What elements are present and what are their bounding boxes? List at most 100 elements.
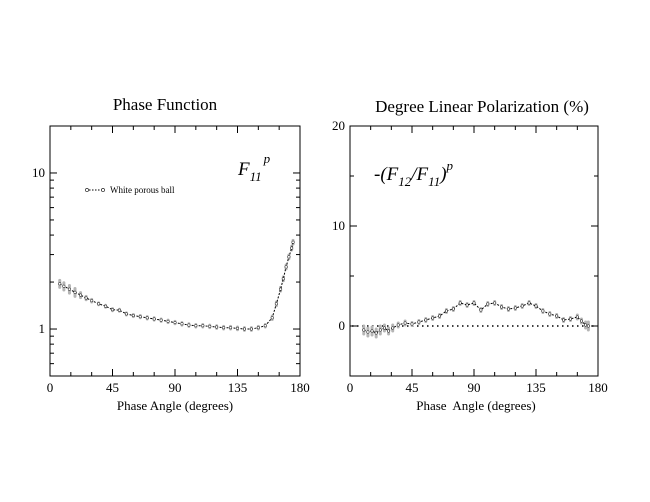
polar-x-axis-label: Phase Angle (degrees) xyxy=(416,398,536,413)
phase-legend: White porous ball xyxy=(85,185,175,195)
phase-x-ticks xyxy=(49,126,301,376)
polar-data-point xyxy=(493,301,497,305)
polar-data-point xyxy=(513,306,517,310)
phase-data-point xyxy=(270,316,274,320)
phase-data-point xyxy=(145,316,149,320)
phase-data-point xyxy=(229,326,233,330)
phase-y-tick-label-10: 10 xyxy=(32,165,45,180)
polar-data-point xyxy=(391,326,395,330)
phase-y-tick-label-1: 1 xyxy=(39,321,46,336)
polar-series xyxy=(362,300,590,339)
phase-data-point xyxy=(274,302,278,306)
phase-data-point xyxy=(180,322,184,326)
phase-data-point xyxy=(166,319,170,323)
polar-data-point xyxy=(438,314,442,318)
phase-data-point xyxy=(208,324,212,328)
phase-data-point xyxy=(173,321,177,325)
polar-data-point xyxy=(465,303,469,307)
phase-data-point xyxy=(249,327,253,331)
phase-x-tick-label-0: 0 xyxy=(47,380,54,395)
polar-data-point xyxy=(562,318,566,322)
polar-x-tick-label-180: 180 xyxy=(588,380,608,395)
polar-y-tick-label-20: 20 xyxy=(332,118,345,133)
phase-data-point xyxy=(187,323,191,327)
polar-series-line xyxy=(363,302,589,334)
phase-plot-frame xyxy=(49,125,301,377)
polar-data-point xyxy=(575,315,579,319)
phase-data-point xyxy=(287,255,291,259)
phase-data-point xyxy=(152,317,156,321)
polar-data-point xyxy=(586,324,590,328)
phase-series-white-porous-ball xyxy=(58,238,295,332)
legend-marker-left xyxy=(85,188,89,192)
polar-x-tick-label-135: 135 xyxy=(526,380,546,395)
polar-data-point xyxy=(424,318,428,322)
phase-data-point xyxy=(67,287,71,291)
polarization-title: Degree Linear Polarization (%) xyxy=(375,97,589,116)
polar-y-tick-label-10: 10 xyxy=(332,218,345,233)
phase-data-point xyxy=(131,313,135,318)
polar-data-point xyxy=(410,322,414,326)
polar-data-point xyxy=(431,316,435,320)
polar-data-point xyxy=(370,329,374,333)
phase-data-point xyxy=(58,282,62,286)
phase-y-ticks xyxy=(50,125,300,377)
polar-data-point xyxy=(362,328,366,332)
polar-data-point xyxy=(548,312,552,316)
phase-x-axis-label: Phase Angle (degrees) xyxy=(117,398,233,413)
polar-x-ticks xyxy=(349,126,599,376)
polar-data-point xyxy=(458,301,462,305)
phase-data-point xyxy=(79,293,83,297)
phase-data-point xyxy=(201,324,205,328)
polar-data-point xyxy=(541,309,545,313)
phase-data-point xyxy=(110,308,115,312)
phase-x-tick-label-45: 45 xyxy=(106,380,119,395)
phase-x-tick-label-180: 180 xyxy=(290,380,310,395)
polar-data-point xyxy=(584,323,588,327)
phase-annotation: F11p xyxy=(237,151,271,184)
polar-y-ticks xyxy=(350,125,598,377)
phase-data-point xyxy=(242,327,246,331)
phase-data-point xyxy=(222,326,226,330)
legend-label-white-porous-ball: White porous ball xyxy=(110,185,175,195)
polar-data-point xyxy=(374,331,378,335)
polar-data-point xyxy=(500,305,504,309)
phase-data-point xyxy=(117,308,121,312)
phase-data-point xyxy=(279,287,283,291)
polar-data-point xyxy=(472,301,476,305)
phase-data-point xyxy=(215,325,219,329)
polar-data-point xyxy=(555,314,559,318)
polar-data-point xyxy=(506,307,510,311)
polar-data-point xyxy=(387,329,391,333)
phase-data-point xyxy=(159,318,163,322)
legend-marker-right xyxy=(101,188,105,192)
polar-data-point xyxy=(451,307,455,311)
polar-data-point xyxy=(382,326,386,330)
phase-data-point xyxy=(284,265,288,269)
polar-data-point xyxy=(396,323,400,327)
polar-x-tick-label-0: 0 xyxy=(347,380,354,395)
polar-data-point xyxy=(568,317,572,321)
polar-data-point xyxy=(366,330,370,334)
phase-data-point xyxy=(281,277,285,281)
phase-x-tick-label-90: 90 xyxy=(169,380,182,395)
polar-data-point xyxy=(486,302,490,306)
phase-series-line xyxy=(59,242,294,330)
phase-data-point xyxy=(290,246,294,250)
phase-function-panel: Phase Function 0 45 90 135 180 1 10 Phas… xyxy=(32,95,310,413)
phase-x-tick-label-135: 135 xyxy=(228,380,248,395)
phase-title: Phase Function xyxy=(113,95,218,114)
phase-data-point xyxy=(73,290,77,294)
phase-data-point xyxy=(97,302,101,306)
phase-data-point xyxy=(84,296,88,300)
polar-data-point xyxy=(417,320,421,324)
polar-y-tick-label-0: 0 xyxy=(339,318,346,333)
polar-x-tick-label-45: 45 xyxy=(406,380,419,395)
phase-data-point xyxy=(256,326,260,330)
phase-data-point xyxy=(90,299,94,303)
polar-data-point xyxy=(579,319,584,323)
polarization-panel: Degree Linear Polarization (%) 0 45 90 1… xyxy=(332,97,608,413)
polar-data-point xyxy=(479,308,483,312)
polar-data-point xyxy=(403,321,407,325)
